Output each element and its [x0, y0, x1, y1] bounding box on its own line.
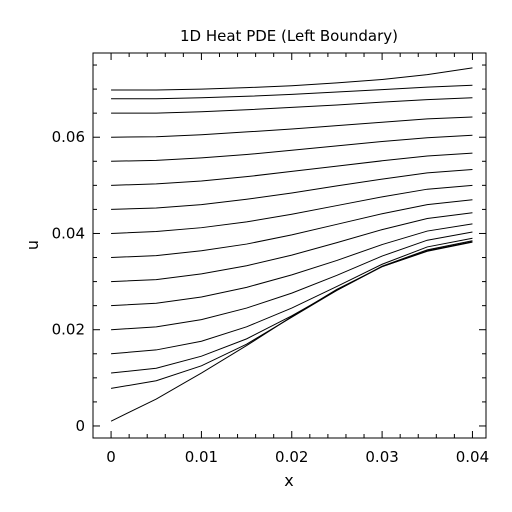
y-tick-label: 0 — [75, 417, 85, 435]
x-axis-label: x — [284, 471, 293, 490]
series-line-13 — [111, 97, 473, 114]
series-line-5 — [111, 223, 473, 307]
axis-ticks: 0 0.01 0.02 0.03 0.04 0 0.02 0.04 0.06 — [52, 53, 489, 466]
series-line-6 — [111, 212, 473, 283]
series-line-8 — [111, 184, 473, 234]
series-line-11 — [111, 134, 473, 162]
series-line-10 — [111, 152, 473, 186]
series-line-15 — [111, 67, 473, 91]
x-tick-label: 0.02 — [275, 448, 308, 466]
y-axis-label: u — [23, 240, 42, 250]
chart-title: 1D Heat PDE (Left Boundary) — [180, 27, 398, 45]
y-tick-label: 0.06 — [52, 128, 85, 146]
series-line-12 — [111, 116, 473, 138]
plot-frame — [92, 52, 487, 439]
series-line-1 — [110, 241, 473, 389]
x-tick-label: 0.01 — [185, 448, 218, 466]
series-line-0 — [110, 241, 473, 422]
y-tick-label: 0.04 — [52, 224, 85, 242]
x-tick-label: 0 — [106, 448, 116, 466]
curves-group — [110, 67, 473, 422]
series-line-4 — [111, 231, 473, 331]
series-line-2 — [111, 240, 473, 374]
y-tick-label: 0.02 — [52, 321, 85, 339]
series-line-3 — [111, 237, 473, 355]
series-line-7 — [111, 199, 473, 259]
x-tick-label: 0.04 — [456, 448, 489, 466]
series-line-14 — [111, 84, 473, 100]
x-tick-label: 0.03 — [365, 448, 398, 466]
series-line-9 — [111, 168, 473, 210]
